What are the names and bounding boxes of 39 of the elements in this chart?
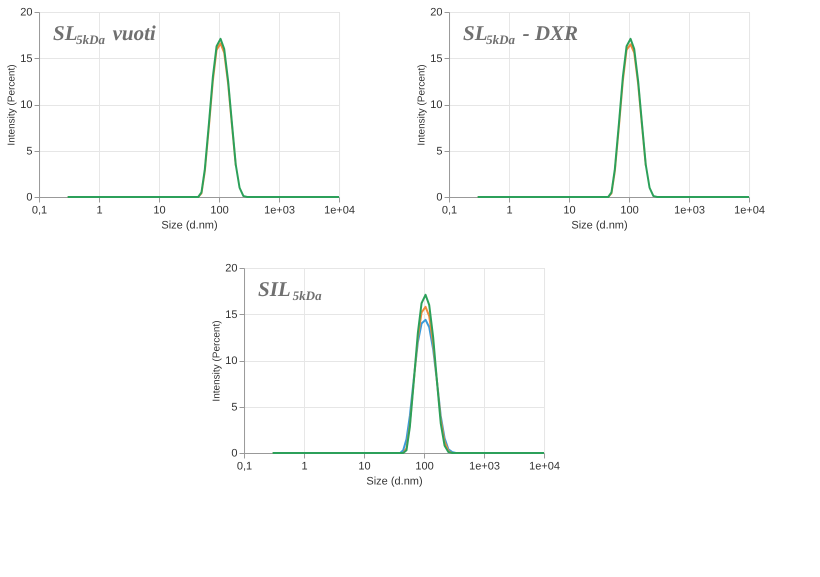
y-tick-label: 10 [430,99,443,111]
x-axis-title: Size (d.nm) [161,220,218,232]
y-tick-label: 15 [225,308,238,321]
x-tick-label: 1e+03 [674,204,705,216]
y-axis-title: Intensity (Percent) [416,64,428,146]
y-tick-label: 15 [430,52,443,65]
x-tick-label: 10 [563,204,576,216]
x-tick-label: 1e+04 [324,204,355,216]
x-tick-label: 1e+04 [734,204,765,216]
x-tick-label: 10 [358,460,371,472]
x-tick-label: 1 [96,204,103,216]
y-tick-label: 0 [231,448,238,460]
x-axis-title: Size (d.nm) [366,476,423,488]
y-tick-label: 20 [225,262,238,274]
x-tick-label: 0,1 [32,204,48,216]
y-tick-label: 20 [20,6,33,18]
x-tick-label: 1e+03 [264,204,295,216]
y-tick-label: 5 [436,145,443,158]
x-tick-label: 1 [301,460,308,472]
x-tick-label: 10 [153,204,166,216]
y-tick-label: 0 [436,192,443,204]
x-tick-label: 0,1 [236,460,252,472]
y-tick-label: 0 [26,192,33,204]
y-tick-label: 5 [26,145,33,158]
x-tick-label: 100 [210,204,229,216]
y-tick-label: 15 [20,52,33,65]
x-axis-title: Size (d.nm) [571,220,628,232]
y-tick-label: 20 [430,6,443,18]
y-axis-title: Intensity (Percent) [6,64,18,146]
y-tick-label: 5 [231,401,238,414]
x-tick-label: 100 [620,204,639,216]
y-axis-title: Intensity (Percent) [211,320,222,402]
x-tick-label: 100 [415,460,434,472]
y-tick-label: 10 [225,355,238,367]
y-tick-label: 10 [20,99,33,111]
x-tick-label: 1e+04 [529,460,560,472]
x-tick-label: 0,1 [442,204,458,216]
x-tick-label: 1 [506,204,513,216]
x-tick-label: 1e+03 [469,460,500,472]
